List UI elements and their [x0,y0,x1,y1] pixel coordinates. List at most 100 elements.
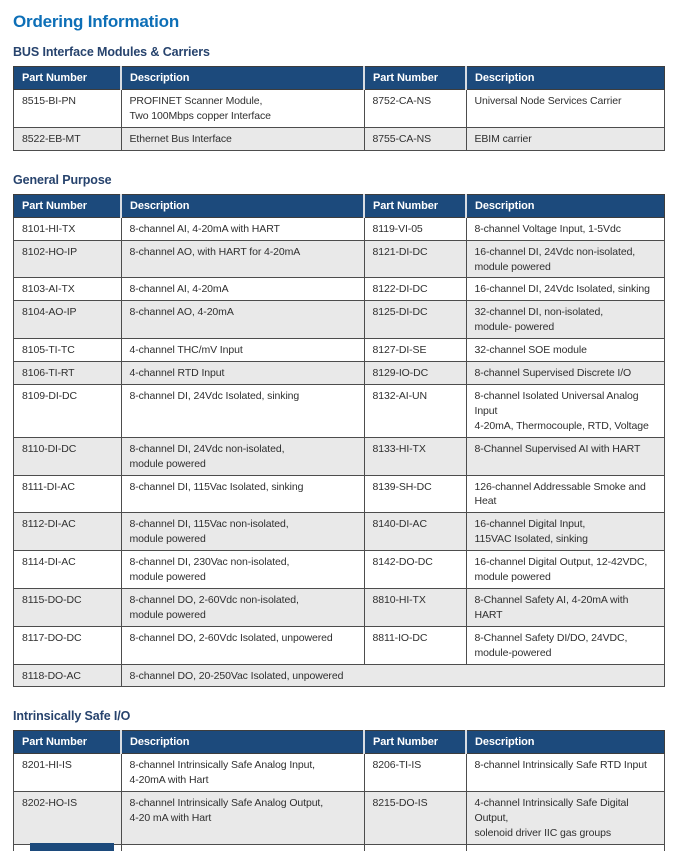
part-number-cell: 8140-DI-AC [363,512,467,552]
column-header: Part Number [13,66,121,90]
table-row: 8115-DO-DC 8-channel DO, 2-60Vdc non-isol… [13,587,665,627]
part-number-cell: 8118-DO-AC [13,663,122,688]
part-number-cell: 8206-TI-IS [363,753,467,793]
part-number-cell: 8755-CA-NS [363,126,467,151]
part-number-cell: 8142-DO-DC [363,550,467,589]
part-number-cell: 8202-HO-IS [13,791,122,845]
description-cell: 8-Channel Safety AI, 4-20mA with HART [465,587,665,627]
part-number-cell: 8201-HI-IS [13,753,122,793]
description-cell: 32-channel SOE module [465,338,665,363]
table-row: 8111-DI-AC 8-channel DI, 115Vac Isolated,… [13,474,665,514]
description-cell: 8-channel AO, 4-20mA [120,300,365,340]
description-cell: 8-channel DI, 24Vdc non-isolated, module… [120,436,365,476]
description-cell: 8-channel DI, 230Vac non-isolated, modul… [120,550,365,589]
description-cell: 8-channel DO, 2-60Vdc Isolated, unpowere… [120,625,365,665]
description-cell: 32-channel DI, non-isolated, module- pow… [465,300,665,340]
table-row: 8105-TI-TC 4-channel THC/mV Input 8127-DI-… [13,338,665,363]
table-row: 8201-HI-IS 8-channel Intrinsically Safe A… [13,753,665,793]
table-row: 8104-AO-IP 8-channel AO, 4-20mA 8125-DI-DC… [13,300,665,340]
description-cell: EBIM carrier [465,126,665,151]
part-number-cell: 8125-DI-DC [363,300,467,340]
table-row: 8112-DI-AC 8-channel DI, 115Vac non-isola… [13,512,665,552]
description-cell: 8-channel AI, 4-20mA with HART [120,216,365,241]
description-cell: 8-channel DI, 24Vdc Isolated, sinking [120,383,365,438]
description-cell: 16-channel Intrinsically Safe Digital In… [465,844,665,851]
column-header: Description [465,66,665,90]
description-cell: Universal Node Services Carrier [465,89,665,128]
column-header: Part Number [363,66,466,90]
description-cell: 8-channel Isolated Universal Analog Inpu… [465,383,665,438]
column-header: Part Number [13,730,121,755]
description-cell: 8-Channel Supervised AI with HART [465,436,665,476]
table-row: 8117-DO-DC 8-channel DO, 2-60Vdc Isolated… [13,625,665,665]
part-number-cell: 8103-AI-TX [13,277,122,302]
intrinsically-safe-table: Part Number Description Part Number Descrip… [13,730,665,851]
section-heading: Intrinsically Safe I/O [13,709,131,724]
part-number-cell: 8752-CA-NS [363,89,467,128]
bus-interface-table: Part Number Description Part Number Descrip… [13,66,665,151]
description-cell: 8-channel DI, 115Vac non-isolated, modul… [120,512,365,552]
part-number-cell: 8114-DI-AC [13,550,122,589]
description-cell: 16-channel Digital Output, 12-42VDC, mod… [465,550,665,589]
part-number-cell: 8101-HI-TX [13,216,122,241]
description-cell: 8-channel Intrinsically Safe Analog Outp… [120,844,365,851]
section-heading: General Purpose [13,172,112,187]
part-number-cell: 8811-IO-DC [363,625,467,665]
section-intrinsically-safe: Intrinsically Safe I/O Part Number Descri… [13,709,665,851]
part-number-cell: 8127-DI-SE [363,338,467,363]
part-number-cell: 8121-DI-DC [363,239,467,279]
column-header: Part Number [363,730,466,755]
column-header: Part Number [13,194,121,218]
part-number-cell: 8215-DO-IS [363,791,467,845]
table-row: 8102-HO-IP 8-channel AO, with HART for 4-… [13,239,665,279]
column-header: Description [120,66,364,90]
section-bus-interface: BUS Interface Modules & Carriers Part Nu… [13,45,665,151]
part-number-cell: 8139-SH-DC [363,474,467,514]
description-cell: 8-channel DI, 115Vac Isolated, sinking [120,474,365,514]
description-cell: 8-channel AI, 4-20mA [120,277,365,302]
table-header-row: Part Number Description Part Number Descrip… [13,730,665,755]
part-number-cell: 8109-DI-DC [13,383,122,438]
part-number-cell: 8522-EB-MT [13,126,122,151]
part-number-cell: 8132-AI-UN [363,383,467,438]
description-cell: 4-channel RTD Input [120,361,365,385]
table-row: 8515-BI-PN PROFINET Scanner Module, Two 1… [13,89,665,128]
column-header: Description [120,194,364,218]
table-row: 8110-DI-DC 8-channel DI, 24Vdc non-isolat… [13,436,665,476]
section-heading: BUS Interface Modules & Carriers [13,45,210,59]
table-row: 8103-AI-TX 8-channel AI, 4-20mA 8122-DI-DC… [13,277,665,302]
part-number-cell: 8111-DI-AC [13,474,122,514]
description-cell: 8-channel Voltage Input, 1-5Vdc [465,216,665,241]
description-cell: 8-channel Supervised Discrete I/O [465,361,665,385]
description-cell: 16-channel DI, 24Vdc non-isolated, modul… [465,239,665,279]
part-number-cell: 8119-VI-05 [363,216,467,241]
table-row: 8522-EB-MT Ethernet Bus Interface 8755-CA-… [13,126,665,151]
part-number-cell: 8105-TI-TC [13,338,122,363]
description-cell: 8-channel Intrinsically Safe RTD Input [465,753,665,793]
part-number-cell: 8515-BI-PN [13,89,122,128]
description-cell: 8-channel DO, 20-250Vac Isolated, unpowe… [120,663,665,688]
part-number-cell: 8106-TI-RT [13,361,122,385]
column-header: Description [465,730,665,755]
description-cell: 8-Channel Safety DI/DO, 24VDC, module-po… [465,625,665,665]
description-cell: Ethernet Bus Interface [120,126,365,151]
footer-bar [30,843,114,851]
description-cell: 8-channel DO, 2-60Vdc non-isolated, modu… [120,587,365,627]
column-header: Description [465,194,665,218]
column-header: Description [120,730,364,755]
page-title: Ordering Information [13,12,180,31]
description-cell: 8-channel AO, with HART for 4-20mA [120,239,365,279]
section-general-purpose: General Purpose Part Number Description Pa… [13,173,665,688]
table-row: 8202-HO-IS 8-channel Intrinsically Safe A… [13,791,665,845]
part-number-cell: 8112-DI-AC [13,512,122,552]
part-number-cell: 8220-DI-IS [363,844,467,851]
part-number-cell: 8117-DO-DC [13,625,122,665]
table-header-row: Part Number Description Part Number Descrip… [13,66,665,90]
description-cell: 16-channel DI, 24Vdc Isolated, sinking [465,277,665,302]
description-cell: 126-channel Addressable Smoke and Heat [465,474,665,514]
part-number-cell: 8133-HI-TX [363,436,467,476]
description-cell: 8-channel Intrinsically Safe Analog Inpu… [120,753,365,793]
part-number-cell: 8115-DO-DC [13,587,122,627]
part-number-cell: 8104-AO-IP [13,300,122,340]
